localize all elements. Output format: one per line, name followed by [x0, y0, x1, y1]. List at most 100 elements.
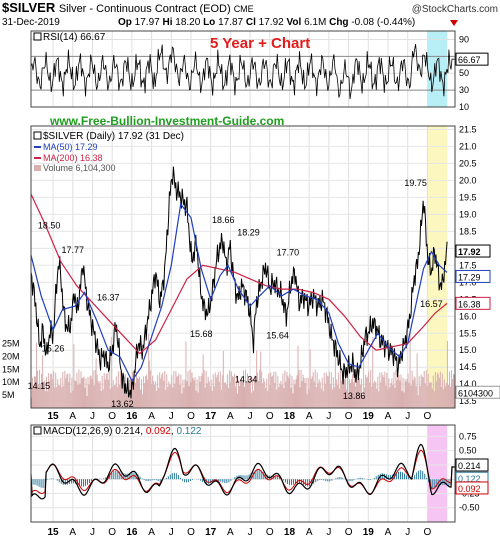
volume-tick-label: 5M — [2, 390, 15, 400]
down-arrow-icon — [450, 20, 458, 26]
volume-bar — [213, 386, 215, 408]
volume-bar — [31, 397, 33, 408]
x-tick-label: A — [306, 527, 313, 538]
volume-bar — [94, 370, 96, 408]
volume-bar — [114, 384, 116, 408]
volume-bar — [357, 380, 359, 408]
volume-bar — [150, 370, 152, 408]
x-tick-label: A — [306, 411, 313, 422]
volume-bar — [187, 371, 189, 408]
volume-bar — [325, 372, 327, 408]
volume-bar — [279, 383, 281, 408]
volume-bar — [60, 377, 62, 408]
volume-bar — [354, 369, 356, 408]
volume-bar — [381, 372, 383, 408]
volume-bar — [361, 378, 363, 408]
volume-bar — [55, 372, 57, 408]
price-highlight — [427, 126, 448, 408]
price-line — [30, 166, 448, 399]
x-tick-label: J — [248, 527, 253, 538]
volume-bar — [350, 382, 352, 408]
description-label: Silver - Continuous Contract (EOD) — [59, 3, 234, 15]
volume-bar — [108, 370, 110, 408]
volume-bar — [303, 377, 305, 408]
volume-bar — [249, 381, 251, 408]
price-last-box — [455, 244, 491, 258]
volume-bar — [145, 376, 147, 408]
volume-bar — [449, 386, 451, 408]
volume-bar — [309, 349, 311, 408]
x-tick-label: J — [405, 411, 410, 422]
volume-bar — [43, 381, 45, 408]
volume-bar — [451, 379, 453, 408]
volume-bar — [299, 387, 301, 408]
price-tick-label: 14.5 — [459, 362, 477, 372]
volume-bar — [231, 376, 233, 408]
volume-bar — [188, 386, 190, 408]
volume-bar — [144, 383, 146, 408]
volume-bar — [257, 372, 259, 408]
volume-bar — [74, 380, 76, 408]
volume-bar — [232, 377, 234, 408]
x-tick-label: A — [385, 411, 392, 422]
volume-bar — [428, 383, 430, 408]
volume-bar — [431, 388, 433, 408]
volume-bar — [294, 384, 296, 408]
x-tick-label: O — [424, 411, 432, 422]
volume-bar — [345, 389, 347, 408]
macd-last-label: 0.092 — [458, 484, 481, 494]
volume-bar — [85, 378, 87, 408]
macd-last-label: 0.214 — [458, 461, 481, 471]
volume-bar — [162, 372, 164, 408]
price-annotation: 18.66 — [212, 215, 235, 225]
quote-label: Chg — [326, 17, 351, 28]
volume-bar — [155, 381, 157, 408]
volume-bar — [101, 375, 103, 408]
volume-bar — [46, 376, 48, 408]
volume-bar — [261, 371, 263, 408]
symbol-label: $SILVER — [2, 0, 59, 15]
x-tick-label: A — [148, 411, 155, 422]
volume-bar — [103, 372, 105, 408]
volume-tick-label: 20M — [2, 351, 20, 361]
ma200-legend: MA(200) 16.38 — [43, 153, 103, 163]
volume-bar — [225, 384, 227, 408]
volume-bar — [440, 386, 442, 408]
volume-bar — [444, 386, 446, 408]
volume-bar — [169, 383, 171, 408]
volume-bar — [358, 375, 360, 408]
volume-bar — [263, 378, 265, 408]
volume-bar — [141, 379, 143, 408]
volume-bar — [42, 355, 44, 408]
volume-bar — [285, 381, 287, 408]
volume-bar — [156, 390, 158, 408]
macd-last-label: 0.122 — [458, 474, 481, 484]
price-annotation: 18.29 — [237, 227, 260, 237]
volume-bar — [105, 374, 107, 408]
volume-bar — [338, 388, 340, 408]
volume-bar — [366, 377, 368, 408]
volume-bar — [208, 381, 210, 408]
volume-bar — [401, 391, 403, 408]
volume-bar — [377, 376, 379, 408]
volume-bar — [244, 386, 246, 408]
volume-bar — [157, 374, 159, 408]
volume-bar — [222, 350, 224, 408]
price-annotation: 15.68 — [190, 329, 213, 339]
volume-bar — [331, 389, 333, 408]
volume-bar — [66, 374, 68, 408]
volume-bar — [275, 371, 277, 408]
volume-bar — [52, 378, 54, 408]
rsi-tick-label: 50 — [459, 68, 469, 78]
volume-bar — [387, 389, 389, 408]
volume-bar — [151, 383, 153, 408]
volume-bar — [40, 384, 42, 408]
volume-bar — [69, 373, 71, 408]
price-legend-swatch — [33, 131, 42, 140]
volume-bar — [45, 391, 47, 408]
rsi-tick-label: 10 — [459, 102, 469, 112]
volume-bar — [239, 379, 241, 408]
volume-bar — [390, 383, 392, 408]
volume-bar — [78, 369, 80, 408]
